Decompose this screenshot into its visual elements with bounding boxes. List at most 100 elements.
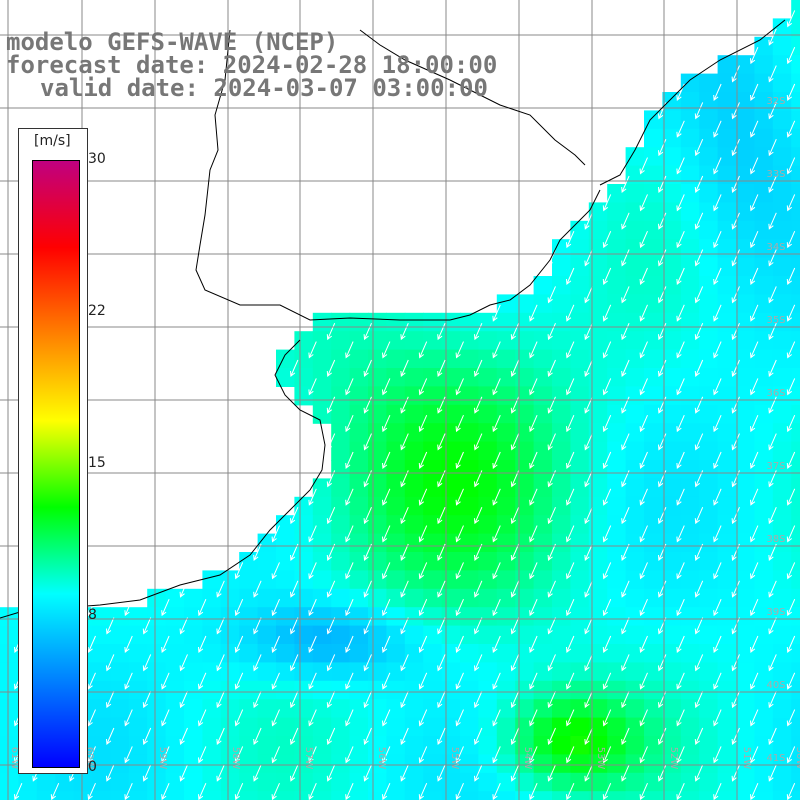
wind-arrow [474, 617, 483, 635]
wind-arrow [474, 580, 483, 598]
wind-cell [625, 147, 645, 167]
wind-cell [441, 349, 461, 369]
wind-arrow [345, 635, 354, 653]
wind-arrow [124, 598, 133, 617]
wind-cell [754, 644, 774, 663]
wind-cell [570, 570, 590, 590]
wind-arrow [198, 782, 207, 800]
wind-cell [220, 644, 240, 663]
wind-cell [625, 496, 645, 516]
wind-cell [607, 423, 627, 443]
wind-arrow [566, 598, 575, 617]
wind-cell [717, 147, 737, 167]
wind-cell [754, 423, 774, 443]
wind-cell [478, 754, 498, 774]
wind-cell [644, 607, 663, 627]
wind-arrow [198, 598, 207, 617]
wind-cell [184, 588, 203, 608]
wind-arrow [382, 525, 391, 543]
wind-cell [423, 368, 443, 387]
wind-cell [128, 772, 148, 792]
wind-cell [312, 570, 332, 590]
wind-arrow [363, 617, 372, 635]
wind-cell [441, 496, 461, 516]
wind-cell [791, 607, 800, 627]
wind-arrow [382, 562, 391, 580]
wind-cell [386, 717, 406, 737]
wind-arrow [786, 157, 796, 175]
wind-cell [312, 644, 332, 663]
wind-cell [386, 460, 406, 479]
wind-arrow [786, 341, 796, 359]
wind-arrow [621, 286, 630, 304]
wind-cell [276, 736, 295, 755]
wind-cell [0, 772, 19, 792]
wind-arrow [455, 451, 464, 469]
wind-cell [515, 588, 535, 608]
wind-cell [478, 515, 498, 535]
wind-cell [588, 515, 608, 535]
wind-cell [588, 588, 608, 608]
wind-cell [736, 552, 755, 571]
wind-cell [496, 625, 516, 645]
wind-cell [699, 147, 719, 167]
wind-cell [496, 368, 516, 387]
wind-cell [515, 404, 535, 424]
wind-arrow [363, 543, 372, 561]
wind-cell [754, 552, 774, 571]
wind-arrow [658, 543, 667, 561]
lat-label: 39S [766, 607, 785, 618]
wind-arrow [768, 580, 777, 598]
wind-arrow [602, 451, 612, 469]
wind-cell [736, 644, 755, 663]
wind-cell [423, 404, 443, 424]
wind-arrow [492, 378, 501, 396]
wind-cell [570, 441, 590, 461]
wind-cell [147, 717, 167, 737]
wind-arrow [492, 341, 501, 359]
wind-cell [552, 533, 571, 553]
wind-arrow [326, 506, 336, 525]
wind-arrow [474, 396, 483, 414]
wind-cell [625, 294, 645, 314]
wind-arrow [271, 562, 280, 580]
wind-cell [496, 736, 516, 755]
wind-cell [772, 257, 792, 277]
wind-arrow [474, 727, 483, 745]
wind-cell [680, 128, 700, 148]
wind-cell [423, 588, 443, 608]
wind-cell [460, 404, 479, 424]
wind-arrow [750, 562, 759, 580]
wind-cell [441, 717, 461, 737]
wind-arrow [621, 212, 630, 230]
wind-cell [570, 423, 590, 443]
wind-cell [220, 570, 240, 590]
wind-arrow [731, 617, 740, 635]
wind-cell [460, 570, 479, 590]
wind-cell [754, 220, 774, 240]
wind-cell [55, 772, 75, 792]
wind-arrow [382, 378, 391, 396]
wind-cell [772, 644, 792, 663]
wind-cell [754, 92, 774, 111]
wind-arrow [713, 782, 722, 800]
wind-arrow [602, 635, 612, 653]
wind-cell [607, 220, 627, 240]
wind-cell [588, 625, 608, 645]
wind-arrow [768, 212, 777, 230]
wind-arrow [584, 212, 593, 230]
wind-cell [699, 312, 719, 332]
wind-arrow [308, 746, 317, 764]
wind-cell [736, 662, 755, 682]
wind-cell [607, 478, 627, 498]
wind-cell [460, 478, 479, 498]
wind-cell [644, 220, 663, 240]
wind-cell [202, 625, 222, 645]
wind-cell [368, 368, 387, 387]
wind-cell [736, 460, 755, 479]
wind-cell [791, 699, 800, 719]
wind-arrow [658, 654, 667, 672]
wind-cell [515, 680, 535, 700]
wind-cell [588, 478, 608, 498]
wind-arrow [602, 304, 612, 322]
